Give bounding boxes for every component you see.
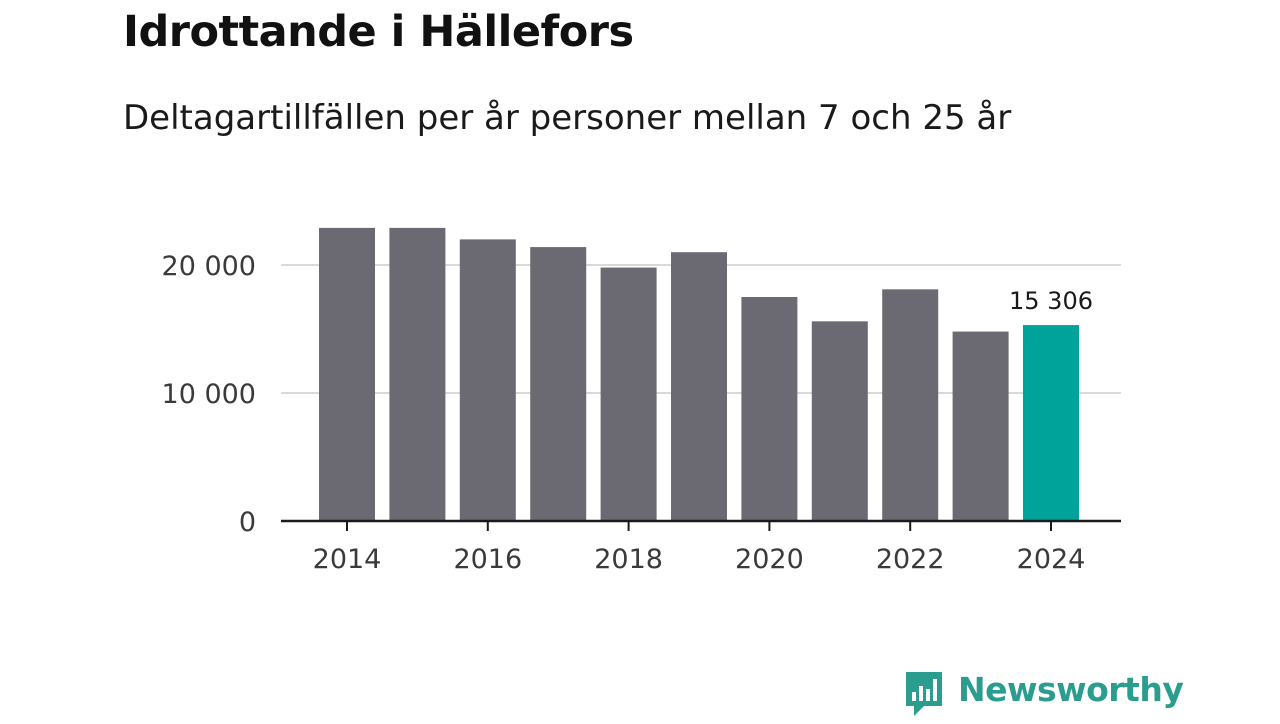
- bar-2015: [389, 227, 446, 521]
- axes: [281, 519, 1121, 531]
- newsworthy-logo: Newsworthy: [902, 668, 1184, 720]
- x-tick-label: 2024: [1017, 544, 1086, 575]
- x-tick-label: 2018: [594, 544, 663, 575]
- x-tick-label: 2022: [876, 544, 945, 575]
- bar-2018: [600, 267, 657, 521]
- x-tick-label: 2016: [453, 544, 522, 575]
- x-tick-label: 2020: [735, 544, 804, 575]
- bar-chart-speech-bubble-icon: [906, 672, 942, 716]
- highlight-data-label: 15 306: [1009, 287, 1093, 315]
- bar-2016: [459, 239, 516, 521]
- labels: 0 10 000 20 000 2014 2016 2018 2020 2022 2024 15 …: [162, 251, 1093, 575]
- y-tick-label: 10 000: [162, 379, 256, 410]
- chart-subtitle: Deltagartillfällen per år personer mella…: [123, 98, 1012, 138]
- bar-2021: [811, 321, 868, 521]
- bar-2014: [319, 227, 375, 521]
- bar-2017: [530, 247, 587, 521]
- brand-name: Newsworthy: [958, 670, 1184, 709]
- bar-chart: 0 10 000 20 000 2014 2016 2018 2020 2022 2024 15 …: [162, 227, 1121, 575]
- y-tick-label: 0: [239, 507, 256, 538]
- x-tick-label: 2014: [313, 544, 382, 575]
- bars: [319, 227, 1079, 521]
- y-tick-label: 20 000: [162, 251, 256, 282]
- bar-2022: [882, 289, 939, 521]
- chart-title: Idrottande i Hällefors: [123, 7, 634, 57]
- bar-2023: [952, 331, 1009, 521]
- bar-2020: [741, 297, 798, 521]
- bar-2024: [1023, 325, 1079, 521]
- bar-2019: [671, 252, 727, 521]
